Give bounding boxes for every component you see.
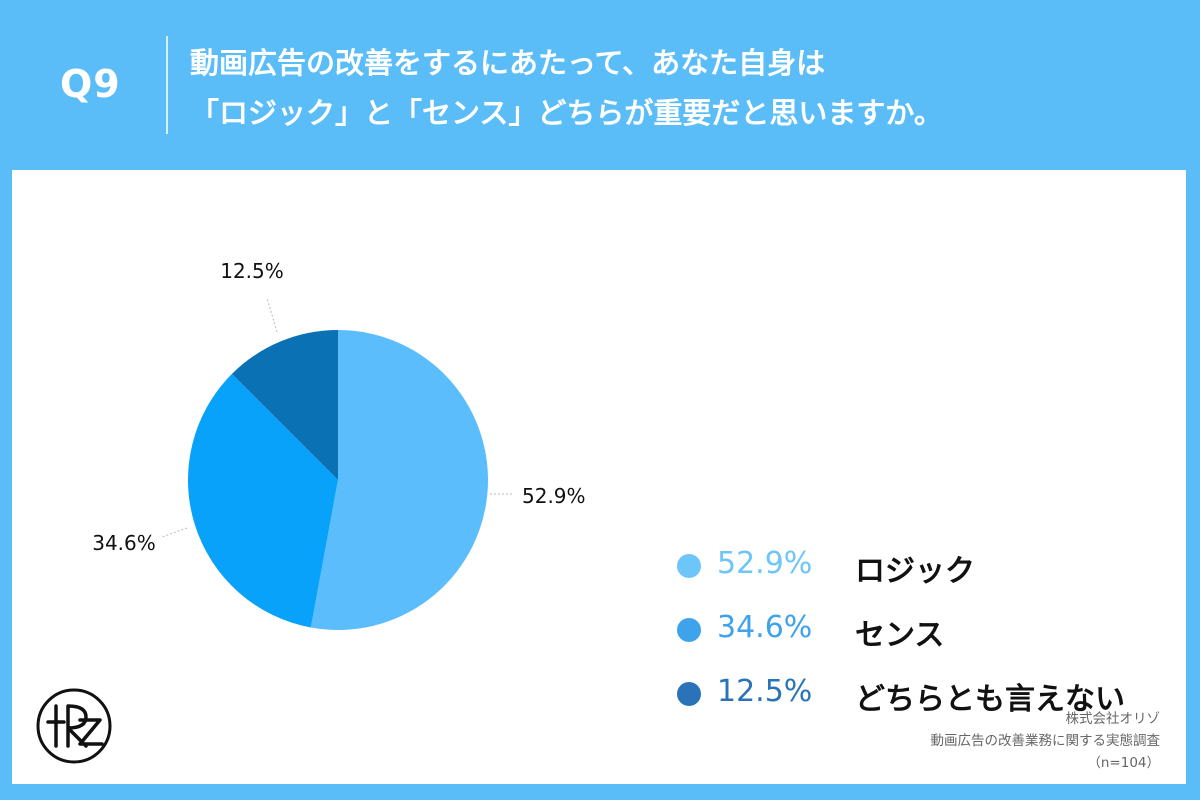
source-company: 株式会社オリゾ xyxy=(1065,711,1161,727)
legend-label: ロジック xyxy=(855,554,975,589)
pie-slice-neither xyxy=(231,330,338,480)
data-label-sense: 34.6% xyxy=(92,531,156,555)
label-leader-line xyxy=(266,297,278,333)
label-leader-line xyxy=(161,527,188,538)
pie-chart: 52.9% 34.6% 12.5% xyxy=(92,259,586,630)
source-sample-size: （n=104） xyxy=(1087,755,1160,771)
company-logo xyxy=(36,688,112,764)
data-label-neither: 12.5% xyxy=(220,259,284,283)
legend: 52.9% ロジック 34.6% センス 12.5% どちらとも言えない xyxy=(677,542,1157,734)
header-divider xyxy=(166,36,168,134)
question-number: Q9 xyxy=(60,62,121,106)
pie-slice-logic xyxy=(310,330,488,630)
legend-value: 52.9% xyxy=(717,546,813,581)
source-note: 株式会社オリゾ 動画広告の改善業務に関する実態調査 （n=104） xyxy=(931,708,1161,774)
source-survey: 動画広告の改善業務に関する実態調査 xyxy=(930,733,1161,749)
question-line-1: 動画広告の改善をするにあたって、あなた自身は xyxy=(190,46,826,80)
legend-label: どちらとも言えない xyxy=(855,682,1125,717)
legend-item-sense: 34.6% センス xyxy=(677,606,1157,670)
chart-panel: 52.9% 34.6% 12.5% 52.9% ロジック 34.6% センス 12.… xyxy=(12,170,1186,784)
question-line-2: 「ロジック」と「センス」どちらが重要だと思いますか。 xyxy=(190,96,943,130)
legend-item-logic: 52.9% ロジック xyxy=(677,542,1157,606)
legend-value: 12.5% xyxy=(717,674,813,709)
legend-value: 34.6% xyxy=(717,610,813,645)
legend-item-neither: 12.5% どちらとも言えない xyxy=(677,670,1157,734)
data-label-logic: 52.9% xyxy=(522,484,586,508)
legend-label: センス xyxy=(855,618,945,653)
legend-swatch xyxy=(677,618,701,642)
pie-slice-sense xyxy=(188,373,338,628)
legend-swatch xyxy=(677,554,701,578)
question-text: 動画広告の改善をするにあたって、あなた自身は 「ロジック」と「センス」どちらが重… xyxy=(190,38,1180,138)
header: Q9 動画広告の改善をするにあたって、あなた自身は 「ロジック」と「センス」どち… xyxy=(0,0,1200,170)
legend-swatch xyxy=(677,682,701,706)
